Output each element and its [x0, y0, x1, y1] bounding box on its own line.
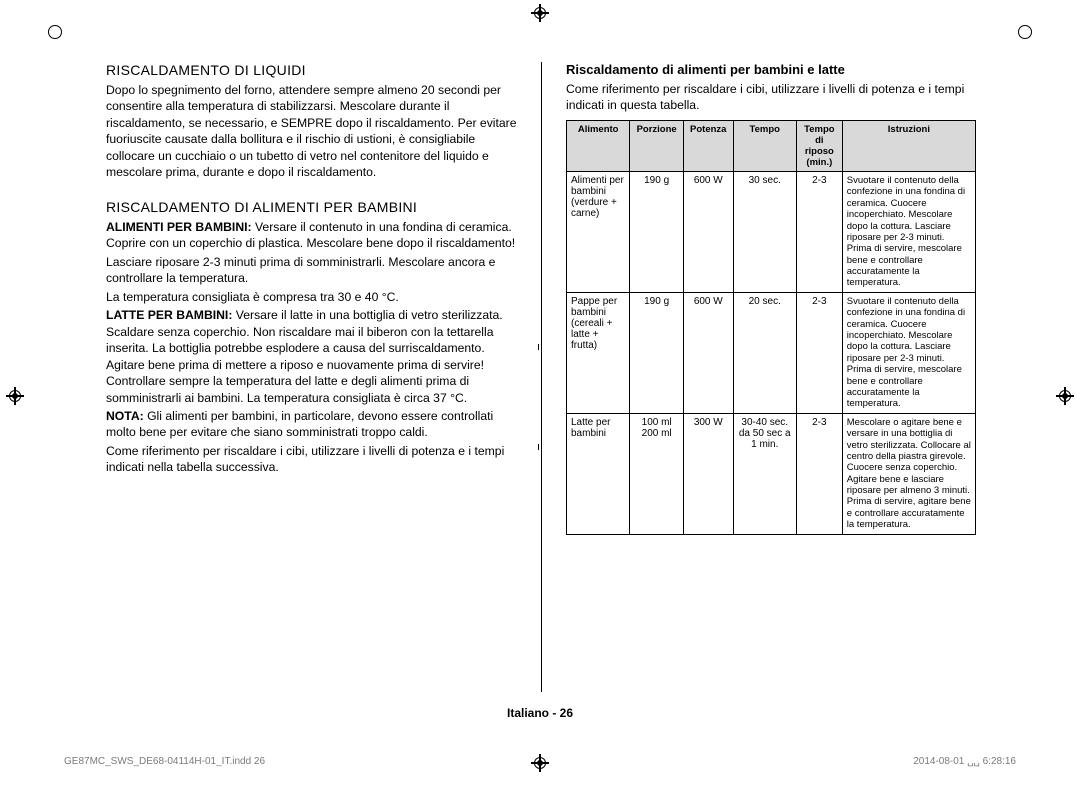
heading-liquids: RISCALDAMENTO DI LIQUIDI: [106, 62, 517, 78]
cell-instr: Mescolare o agitare bene e versare in un…: [842, 413, 975, 534]
cell-pot: 600 W: [683, 171, 733, 292]
cell-rip: 2-3: [796, 292, 842, 413]
reg-mark-bottom: [531, 754, 549, 772]
cell-rip: 2-3: [796, 413, 842, 534]
para-baby-milk: LATTE PER BAMBINI: Versare il latte in u…: [106, 307, 517, 406]
cell-porz: 190 g: [630, 171, 684, 292]
th-stand: Tempo di riposo (min.): [796, 120, 842, 171]
section-liquids: RISCALDAMENTO DI LIQUIDI Dopo lo spegnim…: [106, 62, 517, 181]
cell-tempo: 20 sec.: [733, 292, 796, 413]
text: Gli alimenti per bambini, in particolare…: [106, 409, 493, 439]
cell-instr: Svuotare il contenuto della confezione i…: [842, 292, 975, 413]
table-row: Alimenti per bambini (verdure + carne)19…: [567, 171, 976, 292]
th-power: Potenza: [683, 120, 733, 171]
section-baby-food: RISCALDAMENTO DI ALIMENTI PER BAMBINI AL…: [106, 199, 517, 476]
lead-baby-milk: LATTE PER BAMBINI:: [106, 308, 232, 322]
page-footer: Italiano - 26: [0, 706, 1080, 720]
cell-pot: 300 W: [683, 413, 733, 534]
heading-baby-food: RISCALDAMENTO DI ALIMENTI PER BAMBINI: [106, 199, 517, 215]
cell-food: Pappe per bambini (cereali + latte + fru…: [567, 292, 630, 413]
baby-food-table: Alimento Porzione Potenza Tempo Tempo di…: [566, 120, 976, 535]
lead-baby-food: ALIMENTI PER BAMBINI:: [106, 220, 252, 234]
cell-pot: 600 W: [683, 292, 733, 413]
cell-porz: 190 g: [630, 292, 684, 413]
lead-note: NOTA:: [106, 409, 144, 423]
text: Versare il latte in una bottiglia di vet…: [106, 308, 503, 404]
crop-mark: [48, 25, 62, 39]
heading-table: Riscaldamento di alimenti per bambini e …: [566, 62, 976, 77]
cell-instr: Svuotare il contenuto della confezione i…: [842, 171, 975, 292]
meta-filename: GE87MC_SWS_DE68-04114H-01_IT.indd 26: [64, 756, 265, 767]
th-time: Tempo: [733, 120, 796, 171]
para-liquids: Dopo lo spegnimento del forno, attendere…: [106, 82, 517, 181]
meta-datetime: 2014-08-01 ␣␣ 6:28:16: [913, 756, 1016, 767]
para-note: NOTA: Gli alimenti per bambini, in parti…: [106, 408, 517, 441]
cell-tempo: 30-40 sec. da 50 sec a 1 min.: [733, 413, 796, 534]
para-baby-food-1: ALIMENTI PER BAMBINI: Versare il contenu…: [106, 219, 517, 252]
cell-rip: 2-3: [796, 171, 842, 292]
table-header-row: Alimento Porzione Potenza Tempo Tempo di…: [567, 120, 976, 171]
cell-tempo: 30 sec.: [733, 171, 796, 292]
page-content: RISCALDAMENTO DI LIQUIDI Dopo lo spegnim…: [106, 62, 976, 692]
cell-porz: 100 ml 200 ml: [630, 413, 684, 534]
para-ref: Come riferimento per riscaldare i cibi, …: [106, 443, 517, 476]
table-row: Latte per bambini100 ml 200 ml300 W30-40…: [567, 413, 976, 534]
reg-mark-right: [1056, 387, 1074, 405]
cell-food: Alimenti per bambini (verdure + carne): [567, 171, 630, 292]
para-baby-food-3: La temperatura consigliata è compresa tr…: [106, 289, 517, 305]
th-instr: Istruzioni: [842, 120, 975, 171]
th-food: Alimento: [567, 120, 630, 171]
para-baby-food-2: Lasciare riposare 2-3 minuti prima di so…: [106, 254, 517, 287]
th-portion: Porzione: [630, 120, 684, 171]
table-row: Pappe per bambini (cereali + latte + fru…: [567, 292, 976, 413]
cell-food: Latte per bambini: [567, 413, 630, 534]
left-column: RISCALDAMENTO DI LIQUIDI Dopo lo spegnim…: [106, 62, 541, 692]
right-column: Riscaldamento di alimenti per bambini e …: [541, 62, 976, 692]
para-table-intro: Come riferimento per riscaldare i cibi, …: [566, 81, 976, 114]
reg-mark-left: [6, 387, 24, 405]
crop-mark: [1018, 25, 1032, 39]
reg-mark-top: [531, 4, 549, 22]
